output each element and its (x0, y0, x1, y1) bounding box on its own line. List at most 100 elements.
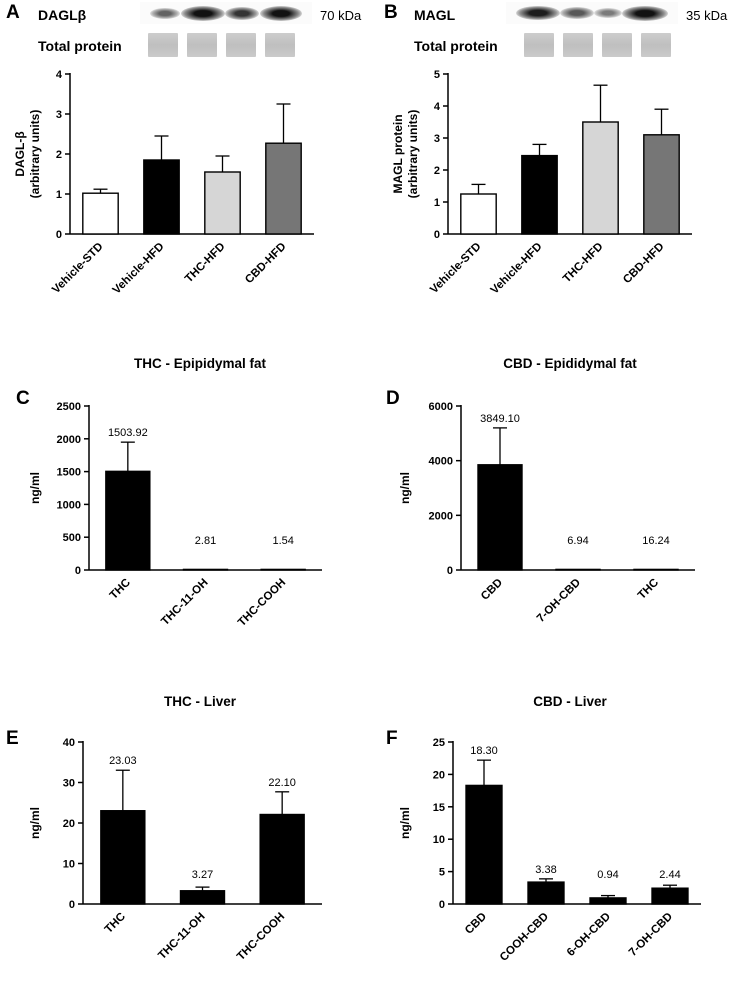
bar-value-label: 22.10 (268, 777, 296, 789)
total-protein-lane (524, 33, 554, 57)
bar-7-OH-CBD (651, 887, 689, 905)
y-tick-label: 2 (56, 149, 62, 161)
bar-7-OH-CBD (555, 568, 601, 571)
x-category-label: Vehicle-STD (428, 241, 483, 296)
y-axis-title: ng/ml (28, 807, 42, 839)
y-tick-label: 1 (434, 197, 440, 209)
y-axis-title: DAGL-β (13, 131, 27, 176)
bar-THC (105, 470, 151, 571)
panel-a-label: A (6, 2, 20, 23)
blot-band (594, 8, 622, 18)
y-tick-label: 4000 (429, 456, 453, 468)
chart-d-title: CBD - Epididymal fat (503, 356, 637, 371)
y-tick-label: 5 (439, 867, 445, 879)
panel-b-label: B (384, 2, 398, 23)
bar-chart-panel-d: 0 2000 4000 6000 ng/ml CBD 3849.10 7-OH-CBD 6.94… (398, 401, 695, 625)
x-category-label: THC (108, 577, 133, 602)
x-category-label: THC (636, 577, 661, 602)
total-protein-label-b: Total protein (414, 38, 498, 54)
chart-panel-b: 0 1 2 3 4 5 MAGL protein (arbitrary units) Vehic… (390, 62, 712, 314)
y-tick-label: 1 (56, 189, 62, 201)
x-category-label: Vehicle-HFD (489, 241, 545, 297)
bar-THC (100, 810, 146, 905)
total-protein-label-a: Total protein (38, 38, 122, 54)
y-tick-label: 0 (69, 899, 75, 911)
bar-Vehicle-HFD (521, 154, 558, 235)
x-category-label: THC-COOH (236, 577, 288, 629)
bar-value-label: 2.81 (195, 535, 216, 547)
x-category-label: 7-OH-CBD (535, 577, 583, 625)
chart-panel-e: 0 10 20 30 40 ng/ml THC 23.03 THC-11-OH 3.27 THC-C… (25, 716, 340, 990)
y-tick-label: 0 (75, 565, 81, 577)
y-axis-title: (arbitrary units) (406, 110, 420, 199)
y-tick-label: 0 (56, 229, 62, 241)
x-category-label: THC (103, 911, 128, 936)
total-protein-image-a (148, 33, 295, 57)
y-tick-label: 20 (433, 769, 445, 781)
bar-Vehicle-STD (460, 193, 497, 235)
x-category-label: THC-11-OH (156, 911, 207, 962)
blot-band (560, 7, 594, 19)
x-category-label: 6-OH-CBD (565, 911, 613, 959)
panel-d-label: D (386, 388, 400, 409)
total-protein-lane (187, 33, 217, 57)
magl-blot-image (506, 2, 678, 24)
bar-CBD-HFD (265, 142, 302, 235)
bar-chart-panel-f: 0 5 10 15 20 25 ng/ml CBD 18.30 COOH-CBD 3.38 6-OH-… (398, 737, 701, 964)
bar-chart-panel-b: 0 1 2 3 4 5 MAGL protein (arbitrary units) Vehic… (391, 69, 692, 297)
total-protein-lane (563, 33, 593, 57)
bar-THC-HFD (204, 171, 241, 235)
panel-e-label: E (6, 728, 19, 749)
y-tick-label: 0 (434, 229, 440, 241)
bar-chart-panel-c: 0 500 1000 1500 2000 2500 ng/ml THC 1503.92 THC-1… (28, 401, 322, 629)
y-axis-title: (arbitrary units) (28, 110, 42, 199)
bar-value-label: 23.03 (109, 755, 137, 767)
bar-THC-COOH (260, 568, 306, 571)
bar-value-label: 3.38 (535, 864, 556, 876)
bar-value-label: 3849.10 (480, 413, 520, 425)
y-tick-label: 5 (434, 69, 440, 81)
panel-f-label: F (386, 728, 398, 749)
chart-e-title: THC - Liver (163, 694, 236, 709)
bar-chart-panel-e: 0 10 20 30 40 ng/ml THC 23.03 THC-11-OH 3.27 THC-C… (28, 737, 322, 963)
y-tick-label: 3 (434, 133, 440, 145)
chart-c-title: THC - Epipidymal fat (133, 356, 266, 371)
x-category-label: CBD-HFD (621, 241, 667, 287)
bar-Vehicle-HFD (143, 159, 180, 235)
y-axis-title: MAGL protein (391, 114, 405, 193)
x-category-label: Vehicle-HFD (111, 241, 167, 297)
bar-Vehicle-STD (82, 192, 119, 235)
daglb-blot-label: DAGLβ (38, 7, 87, 23)
bar-THC (633, 568, 679, 571)
chart-panel-d: 0 2000 4000 6000 ng/ml CBD 3849.10 7-OH-CBD 6.94… (395, 380, 713, 656)
x-category-label: THC-COOH (235, 911, 287, 963)
bar-THC-11-OH (179, 890, 226, 905)
blot-band (225, 6, 260, 20)
y-tick-label: 1000 (57, 499, 81, 511)
bar-value-label: 3.27 (192, 869, 213, 881)
y-tick-label: 20 (63, 818, 75, 830)
bar-value-label: 6.94 (567, 535, 588, 547)
y-tick-label: 0 (439, 899, 445, 911)
x-category-label: THC-HFD (561, 241, 606, 286)
bar-value-label: 18.30 (470, 745, 498, 757)
chart-panel-c: 0 500 1000 1500 2000 2500 ng/ml THC 1503.92 THC-1… (25, 380, 340, 656)
y-tick-label: 4 (434, 101, 441, 113)
y-tick-label: 6000 (429, 401, 453, 413)
blot-band (516, 6, 560, 20)
y-tick-label: 10 (63, 859, 75, 871)
total-protein-lane (226, 33, 256, 57)
chart-f-title: CBD - Liver (533, 694, 607, 709)
bar-value-label: 2.44 (659, 869, 680, 881)
magl-weight-label: 35 kDa (686, 8, 728, 23)
bar-value-label: 0.94 (597, 869, 618, 881)
y-tick-label: 4 (56, 69, 63, 81)
y-tick-label: 2000 (429, 510, 453, 522)
bar-CBD (477, 464, 523, 571)
y-tick-label: 3 (56, 109, 62, 121)
bar-CBD (465, 784, 503, 905)
y-tick-label: 2500 (57, 401, 81, 413)
x-category-label: 7-OH-CBD (627, 911, 675, 959)
y-axis-title: ng/ml (28, 472, 42, 504)
